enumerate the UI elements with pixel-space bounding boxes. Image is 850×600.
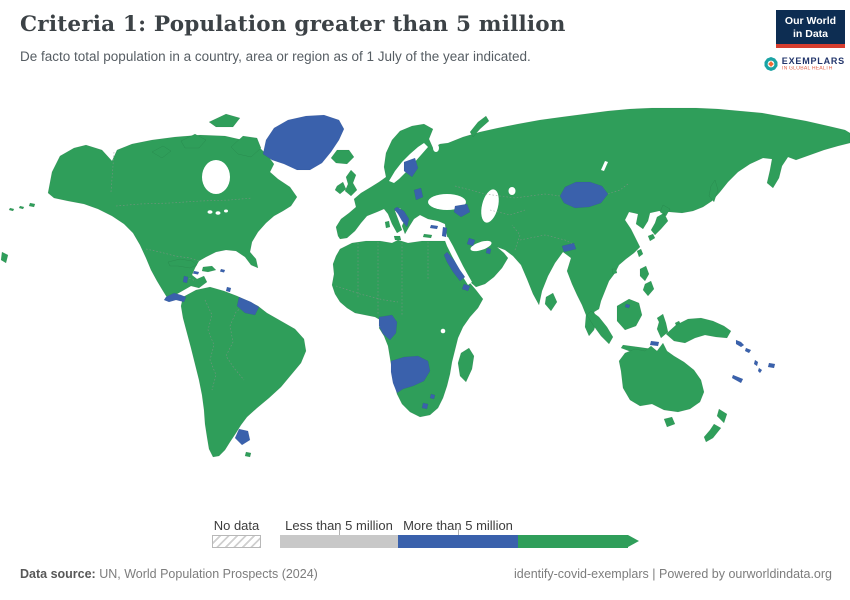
legend-tick: [458, 529, 459, 535]
owid-logo[interactable]: Our World in Data: [776, 10, 845, 48]
exemplars-logo[interactable]: EXEMPLARS IN GLOBAL HEALTH: [764, 56, 845, 72]
landmass-africa: [331, 239, 484, 418]
countries-less-than-5-million: [163, 114, 776, 446]
country-mongolia: [559, 181, 609, 209]
country-eswatini: [429, 393, 436, 400]
owid-logo-line1: Our World: [784, 15, 837, 27]
country-kuwait: [466, 237, 476, 247]
legend-tick: [339, 529, 340, 535]
landmass-green: [0, 107, 850, 458]
exemplars-gem-icon: [764, 57, 778, 71]
legend-no-data-swatch: [212, 535, 261, 548]
exemplars-logo-name: EXEMPLARS: [781, 56, 845, 66]
landmass-eurasia: [335, 107, 850, 337]
island-trinidad: [225, 286, 232, 293]
legend-segment-blue: [398, 535, 518, 548]
islands-east-asia: [544, 179, 719, 312]
country-brunei: [624, 303, 631, 309]
data-source-text: Data source: UN, World Population Prospe…: [20, 567, 318, 581]
country-greenland: [262, 114, 345, 171]
island-cyprus: [429, 224, 439, 230]
map-legend: No data Less than 5 million More than 5 …: [0, 517, 850, 555]
islands-canadian-arctic: [151, 113, 262, 159]
island-iceland: [330, 149, 355, 165]
countries-western-balkans: [393, 206, 410, 228]
exemplars-logo-tagline: IN GLOBAL HEALTH: [781, 66, 833, 72]
islands-fiji: [767, 362, 776, 369]
country-moldova: [413, 187, 424, 201]
seas-and-lakes: [202, 143, 608, 334]
island-aleutians: [0, 202, 36, 264]
country-eritrea: [443, 251, 466, 282]
legend-segment-green: [518, 535, 628, 548]
country-panama: [163, 292, 187, 303]
island-madagascar: [457, 347, 475, 383]
legend-segment-gray: [280, 535, 398, 548]
islands-solomon: [735, 339, 752, 354]
island-new-caledonia: [731, 374, 744, 384]
country-lebanon: [441, 226, 448, 238]
country-lesotho: [421, 402, 429, 410]
country-belize: [182, 275, 189, 284]
island-new-guinea: [665, 317, 732, 344]
islands-vanuatu: [753, 359, 763, 374]
country-qatar: [485, 247, 492, 255]
data-source-value: UN, World Population Prospects (2024): [95, 567, 318, 581]
countries-namibia-botswana: [390, 355, 431, 394]
country-uruguay: [234, 428, 251, 446]
countries-guyana-suriname: [236, 296, 260, 316]
data-source-label: Data source:: [20, 567, 96, 581]
country-bhutan: [561, 242, 577, 253]
legend-less-than-label: Less than 5 million: [285, 518, 393, 533]
landmass-australia: [618, 342, 705, 428]
country-timor-leste: [649, 340, 660, 347]
legend-color-bar: [280, 535, 639, 548]
page-subtitle: De facto total population in a country, …: [20, 49, 531, 64]
country-djibouti: [461, 283, 471, 292]
footer: Data source: UN, World Population Prospe…: [20, 567, 832, 581]
credit-text[interactable]: identify-covid-exemplars | Powered by ou…: [514, 567, 832, 581]
landmass-south-america: [180, 286, 307, 458]
island-jamaica: [192, 270, 200, 275]
legend-more-than-label: More than 5 million: [403, 518, 513, 533]
countries-baltic-states: [403, 157, 419, 178]
countries-georgia-armenia: [453, 203, 471, 218]
legend-no-data-label: No data: [213, 518, 260, 533]
world-map: [0, 107, 850, 458]
landmass-north-america: [47, 134, 298, 300]
owid-logo-line2: in Data: [792, 27, 828, 40]
islands-caribbean: [167, 258, 217, 273]
countries-gabon-eq-guinea: [378, 314, 398, 341]
islands-europe: [334, 115, 490, 241]
country-borders: [110, 151, 629, 391]
legend-arrow-end: [628, 535, 639, 547]
island-puerto-rico: [219, 268, 226, 273]
page-title: Criteria 1: Population greater than 5 mi…: [20, 12, 566, 37]
islands-new-zealand: [703, 408, 728, 443]
